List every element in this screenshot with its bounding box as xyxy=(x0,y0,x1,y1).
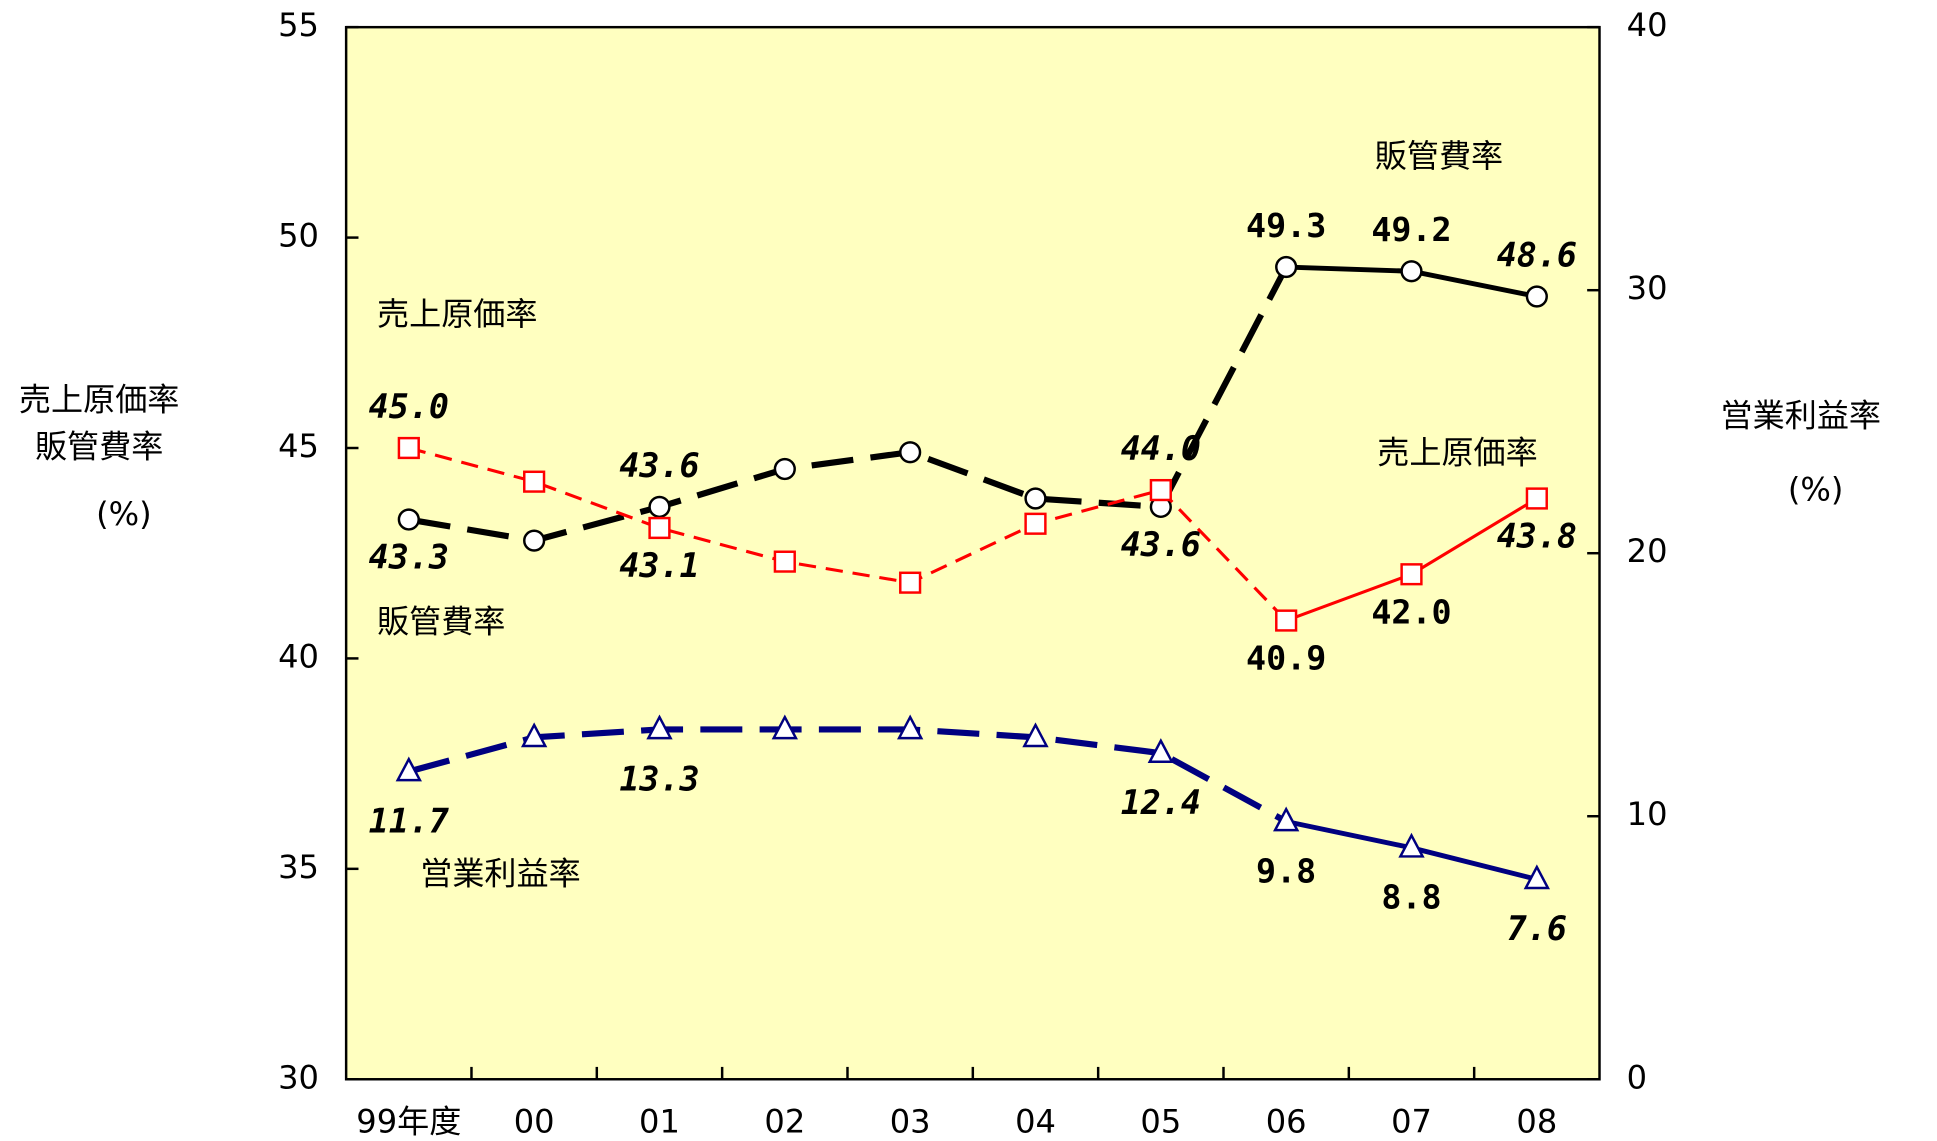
marker xyxy=(523,470,546,493)
data-label: 49.3 xyxy=(1246,206,1326,245)
marker xyxy=(520,722,548,748)
marker xyxy=(1273,806,1300,832)
y-tick-label: 35 xyxy=(278,848,319,886)
y2-tick-label: 10 xyxy=(1627,795,1668,833)
marker xyxy=(395,756,422,782)
marker xyxy=(1523,864,1551,890)
x-tick-label: 06 xyxy=(1266,1103,1307,1141)
marker xyxy=(523,529,546,552)
x-tick-label: 05 xyxy=(1140,1103,1181,1141)
data-label: 43.3 xyxy=(369,538,449,577)
y-tick-label: 55 xyxy=(278,6,319,44)
marker xyxy=(1525,285,1548,308)
marker xyxy=(1400,260,1423,283)
marker xyxy=(397,508,420,531)
marker xyxy=(1147,738,1174,763)
marker xyxy=(899,571,922,594)
y-axis-label: 売上原価率 xyxy=(19,380,179,418)
data-label: 12.4 xyxy=(1121,783,1201,822)
x-tick-label: 00 xyxy=(514,1103,555,1141)
y-tick-label: 30 xyxy=(278,1058,319,1096)
marker xyxy=(771,714,798,740)
marker xyxy=(899,441,922,464)
marker xyxy=(397,436,420,460)
data-label: 44.0 xyxy=(1121,429,1201,468)
annotation: 販管費率 xyxy=(377,603,505,641)
series-line xyxy=(407,726,1288,825)
y-axis-label: 販管費率 xyxy=(35,427,163,465)
x-tick-label: 99年度 xyxy=(356,1103,461,1141)
y2-tick-label: 20 xyxy=(1627,532,1668,570)
y-tick-label: 50 xyxy=(278,217,319,255)
annotation: 営業利益率 xyxy=(420,855,580,893)
y-axis-label: (%) xyxy=(96,495,152,533)
marker xyxy=(648,495,671,519)
data-label: 45.0 xyxy=(369,387,449,426)
y2-tick-label: 30 xyxy=(1627,269,1668,307)
data-label: 11.7 xyxy=(369,801,449,840)
x-tick-label: 04 xyxy=(1015,1103,1056,1141)
data-label: 43.6 xyxy=(619,446,699,485)
y2-axis-label: 営業利益率 xyxy=(1721,396,1881,434)
marker xyxy=(1398,832,1425,858)
marker xyxy=(1022,722,1049,748)
data-label: 42.0 xyxy=(1371,592,1451,631)
marker xyxy=(1275,609,1298,632)
marker xyxy=(1024,512,1047,535)
marker xyxy=(1149,478,1172,502)
y-tick-label: 45 xyxy=(278,427,319,465)
marker xyxy=(773,550,796,573)
data-label: 43.8 xyxy=(1497,517,1577,556)
data-label: 43.6 xyxy=(1121,525,1201,564)
x-tick-label: 01 xyxy=(639,1103,680,1141)
marker xyxy=(648,516,671,540)
x-tick-label: 02 xyxy=(764,1103,805,1141)
annotation: 売上原価率 xyxy=(1377,433,1537,471)
annotation: 売上原価率 xyxy=(377,295,537,333)
data-label: 40.9 xyxy=(1246,639,1326,678)
annotation: 販管費率 xyxy=(1375,137,1503,175)
data-label: 13.3 xyxy=(619,759,699,798)
marker xyxy=(646,714,673,740)
x-tick-label: 07 xyxy=(1391,1103,1432,1141)
series-line xyxy=(408,446,1288,622)
marker xyxy=(1024,487,1047,510)
data-label: 43.1 xyxy=(619,546,699,585)
y-tick-label: 40 xyxy=(278,637,319,675)
plot-area xyxy=(344,25,1601,1081)
data-label: 7.6 xyxy=(1507,909,1567,948)
x-tick-label: 03 xyxy=(890,1103,931,1141)
y2-tick-label: 0 xyxy=(1627,1058,1647,1096)
data-label: 49.2 xyxy=(1371,210,1451,249)
y2-tick-label: 40 xyxy=(1627,6,1668,44)
data-label: 48.6 xyxy=(1497,235,1577,274)
y2-axis-label: (%) xyxy=(1788,470,1844,508)
marker xyxy=(1275,255,1298,279)
data-label: 8.8 xyxy=(1381,878,1441,917)
marker xyxy=(773,457,796,481)
marker xyxy=(1525,487,1548,510)
x-tick-label: 08 xyxy=(1516,1103,1557,1141)
data-label: 9.8 xyxy=(1256,851,1316,890)
marker xyxy=(1400,563,1423,586)
marker xyxy=(896,714,924,740)
series-line xyxy=(408,265,1289,544)
